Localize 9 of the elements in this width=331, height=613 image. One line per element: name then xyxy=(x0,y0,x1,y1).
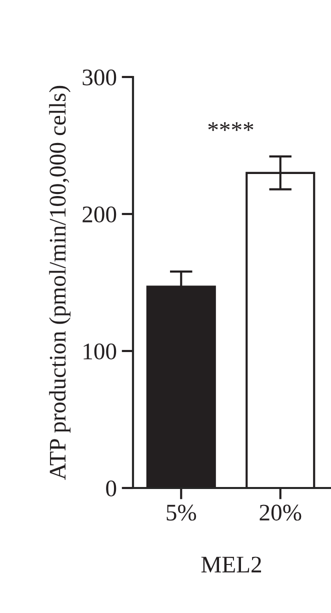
y-tick-label: 0 xyxy=(106,480,116,496)
y-tick-label: 300 xyxy=(82,69,116,86)
y-tick-label: 200 xyxy=(82,206,116,222)
annotation: **** xyxy=(208,122,254,131)
x-tick-label: 5% xyxy=(166,504,196,521)
x-tick-label: 20% xyxy=(260,504,302,521)
y-axis-title: ATP production (pmol/min/100,000 cells) xyxy=(49,86,70,480)
y-tick-label: 100 xyxy=(84,343,116,360)
x-axis-title: MEL2 xyxy=(201,556,262,572)
